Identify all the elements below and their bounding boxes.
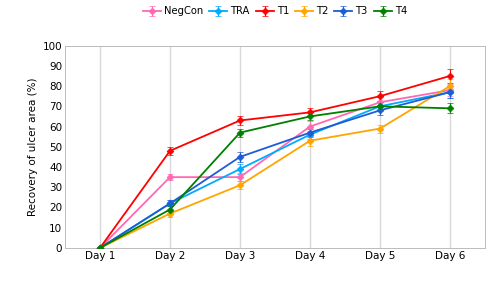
Legend: NegCon, TRA, T1, T2, T3, T4: NegCon, TRA, T1, T2, T3, T4: [143, 6, 407, 16]
Y-axis label: Recovery of ulcer area (%): Recovery of ulcer area (%): [28, 78, 38, 216]
